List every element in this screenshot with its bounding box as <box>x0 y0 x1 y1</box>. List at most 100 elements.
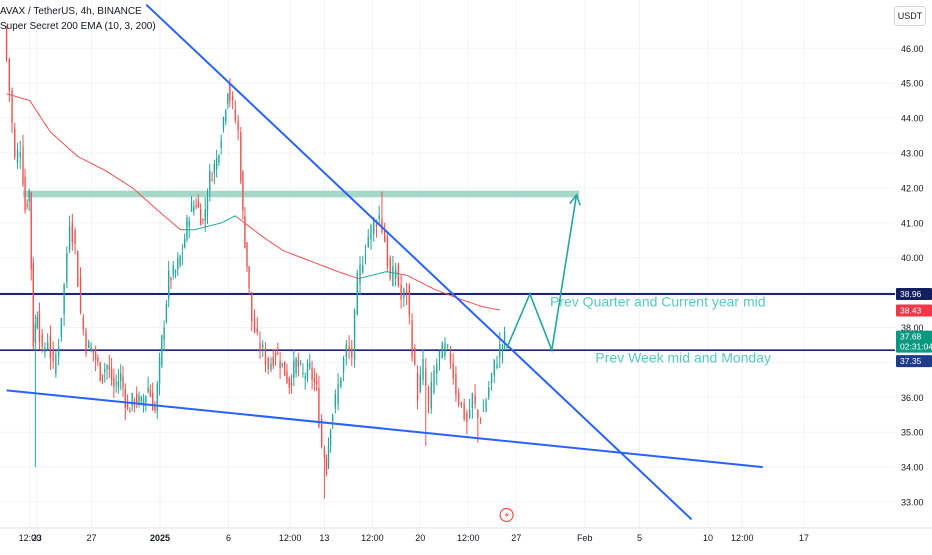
candle-body[interactable] <box>77 251 79 287</box>
candle-body[interactable] <box>136 393 138 404</box>
candle-body[interactable] <box>165 303 168 322</box>
candle-body[interactable] <box>331 414 334 422</box>
candle-body[interactable] <box>337 384 339 404</box>
candle-body[interactable] <box>240 132 242 182</box>
candle-body[interactable] <box>351 348 353 358</box>
candle-body[interactable] <box>161 335 163 366</box>
candle-body[interactable] <box>202 219 204 221</box>
candle-body[interactable] <box>222 117 225 129</box>
candle-body[interactable] <box>246 242 248 267</box>
candle-body[interactable] <box>79 277 82 313</box>
candle-body[interactable] <box>290 382 293 386</box>
candle-body[interactable] <box>248 266 250 289</box>
candle-body[interactable] <box>26 204 28 207</box>
candle-body[interactable] <box>104 369 106 372</box>
candle-body[interactable] <box>422 359 424 380</box>
candle-body[interactable] <box>468 409 471 418</box>
candle-body[interactable] <box>457 392 460 405</box>
candle-body[interactable] <box>90 347 92 351</box>
candle-body[interactable] <box>24 176 26 211</box>
candle-body[interactable] <box>49 335 52 359</box>
candle-body[interactable] <box>501 344 504 353</box>
candle-body[interactable] <box>8 58 10 92</box>
projection-path[interactable] <box>505 194 578 354</box>
candle-body[interactable] <box>213 163 216 173</box>
candle-body[interactable] <box>142 398 145 407</box>
candle-body[interactable] <box>256 328 258 333</box>
candle-body[interactable] <box>493 359 495 376</box>
candle-body[interactable] <box>234 109 237 121</box>
candle-body[interactable] <box>444 342 446 357</box>
candle-body[interactable] <box>288 377 290 389</box>
candle-body[interactable] <box>126 402 129 409</box>
candle-body[interactable] <box>471 393 474 408</box>
candle-body[interactable] <box>414 347 416 365</box>
candle-body[interactable] <box>452 362 454 379</box>
candle-body[interactable] <box>149 389 152 397</box>
candle-body[interactable] <box>71 222 74 243</box>
candle-body[interactable] <box>74 230 76 245</box>
candle-body[interactable] <box>463 403 465 420</box>
currency-badge[interactable]: USDT <box>894 6 926 26</box>
candle-body[interactable] <box>108 365 111 370</box>
candle-body[interactable] <box>88 341 90 349</box>
candle-body[interactable] <box>145 395 147 403</box>
candle-body[interactable] <box>436 364 438 374</box>
candle-body[interactable] <box>32 263 34 347</box>
candle-body[interactable] <box>30 192 32 270</box>
candle-body[interactable] <box>193 206 195 212</box>
candle-body[interactable] <box>411 320 413 358</box>
candle-body[interactable] <box>113 378 115 387</box>
candle-body[interactable] <box>329 429 332 446</box>
indicator-title[interactable]: Super Secret 200 EMA (10, 3, 200) <box>0 21 156 32</box>
candle-body[interactable] <box>68 226 71 250</box>
candle-body[interactable] <box>225 110 227 122</box>
candle-body[interactable] <box>490 373 493 383</box>
candle-body[interactable] <box>433 370 435 393</box>
candle-body[interactable] <box>101 374 104 377</box>
candle-body[interactable] <box>124 389 126 409</box>
candle-body[interactable] <box>262 344 264 348</box>
candle-body[interactable] <box>397 264 400 286</box>
candle-body[interactable] <box>348 346 350 351</box>
candle-body[interactable] <box>441 342 443 359</box>
candle-body[interactable] <box>151 392 154 411</box>
candle-body[interactable] <box>488 387 490 398</box>
candle-body[interactable] <box>295 358 297 374</box>
candle-body[interactable] <box>270 363 272 370</box>
candle-body[interactable] <box>267 357 269 369</box>
trendline-descending-resistance[interactable] <box>145 3 693 521</box>
candle-body[interactable] <box>373 219 375 235</box>
candle-body[interactable] <box>206 198 209 213</box>
candle-body[interactable] <box>408 285 411 316</box>
candle-body[interactable] <box>277 352 279 355</box>
candle-body[interactable] <box>286 371 288 383</box>
candle-body[interactable] <box>158 357 161 385</box>
candle-body[interactable] <box>170 277 172 281</box>
candle-body[interactable] <box>174 270 177 274</box>
candle-body[interactable] <box>36 317 39 329</box>
candle-body[interactable] <box>22 146 24 185</box>
candle-body[interactable] <box>340 377 342 387</box>
candle-body[interactable] <box>281 362 284 366</box>
candle-body[interactable] <box>311 367 313 380</box>
candle-body[interactable] <box>60 318 63 338</box>
candle-body[interactable] <box>496 364 498 368</box>
candle-body[interactable] <box>378 214 380 220</box>
candle-body[interactable] <box>140 396 142 402</box>
candle-body[interactable] <box>466 412 468 423</box>
candle-body[interactable] <box>389 257 391 280</box>
candle-body[interactable] <box>229 83 231 101</box>
candle-body[interactable] <box>264 349 267 366</box>
candle-body[interactable] <box>44 347 46 353</box>
candle-body[interactable] <box>195 205 197 207</box>
candle-body[interactable] <box>16 149 19 163</box>
candle-body[interactable] <box>353 309 356 360</box>
candle-body[interactable] <box>66 253 68 283</box>
candle-body[interactable] <box>323 448 326 458</box>
candle-body[interactable] <box>416 372 419 401</box>
candle-body[interactable] <box>154 405 156 411</box>
candle-body[interactable] <box>362 265 364 273</box>
